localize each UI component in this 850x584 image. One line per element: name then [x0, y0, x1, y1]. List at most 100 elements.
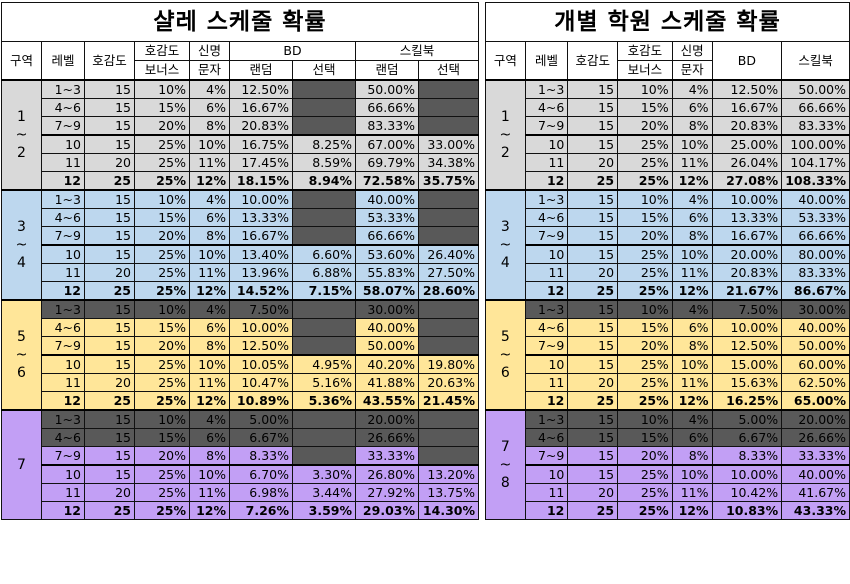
bd-select-cell — [292, 446, 356, 466]
affinity-cell: 15 — [567, 116, 619, 136]
msg-cell: 8% — [189, 336, 230, 356]
bonus-cell: 25% — [617, 464, 673, 484]
affinity-cell: 15 — [84, 354, 135, 374]
affinity-cell: 15 — [84, 208, 135, 227]
msg-cell: 8% — [189, 116, 230, 136]
header-skillbook: 스킬북 — [355, 41, 479, 61]
header-bd-select: 선택 — [292, 60, 356, 81]
msg-cell: 10% — [671, 244, 713, 264]
skill-select-cell: 13.20% — [418, 464, 479, 484]
bd-select-cell: 5.36% — [292, 391, 356, 411]
affinity-cell: 15 — [567, 428, 619, 447]
bd-random-cell: 13.40% — [229, 244, 293, 264]
affinity-cell: 15 — [567, 134, 619, 154]
table-row: 10 15 25% 10% 10.00% 40.00% — [486, 464, 850, 484]
bd-cell: 8.33% — [711, 446, 783, 466]
header-bonus-bottom: 보너스 — [134, 60, 190, 81]
bd-cell: 25.00% — [711, 134, 783, 154]
level-cell: 7~9 — [524, 446, 569, 466]
level-cell: 12 — [41, 501, 85, 520]
skill-cell: 80.00% — [781, 244, 850, 264]
skill-random-cell: 26.66% — [355, 428, 419, 447]
msg-cell: 6% — [671, 208, 713, 227]
affinity-cell: 15 — [567, 244, 619, 264]
msg-cell: 10% — [189, 244, 230, 264]
table-row: 12 25 25% 12% 18.15% 8.94% 72.58% 35.75% — [2, 171, 479, 191]
skill-random-cell: 27.92% — [355, 483, 419, 502]
bd-random-cell: 16.75% — [229, 134, 293, 154]
bonus-cell: 10% — [134, 299, 190, 319]
msg-cell: 8% — [671, 446, 713, 466]
affinity-cell: 15 — [84, 446, 135, 466]
bd-select-cell: 8.25% — [292, 134, 356, 154]
table-row: 3 ~ 4 1~3 15 10% 4% 10.00% 40.00% — [1, 189, 479, 301]
bd-cell: 10.00% — [711, 464, 783, 484]
bd-random-cell: 10.00% — [229, 189, 293, 209]
bd-cell: 6.67% — [711, 428, 783, 447]
bonus-cell: 10% — [134, 79, 190, 99]
msg-cell: 6% — [189, 208, 230, 227]
skill-random-cell: 40.00% — [355, 189, 419, 209]
bonus-cell: 20% — [617, 446, 673, 466]
bd-cell: 16.67% — [711, 226, 783, 246]
level-cell: 10 — [41, 464, 85, 484]
table-row: 7~9 15 20% 8% 12.50% 50.00% — [2, 336, 479, 356]
skill-select-cell: 13.75% — [418, 483, 479, 502]
bonus-cell: 10% — [617, 299, 673, 319]
header-zone: 구역 — [1, 41, 42, 81]
table-row: 1 ~ 2 1~3 15 10% 4% 12.50% 50.00% — [1, 79, 479, 191]
affinity-cell: 15 — [84, 464, 135, 484]
affinity-cell: 20 — [84, 153, 135, 172]
header-bonus-top: 호감도 — [134, 41, 190, 61]
bd-select-cell — [292, 208, 356, 227]
affinity-cell: 15 — [567, 446, 619, 466]
msg-cell: 11% — [671, 373, 713, 392]
affinity-cell: 15 — [84, 409, 135, 429]
affinity-cell: 25 — [84, 281, 135, 301]
level-cell: 12 — [41, 171, 85, 191]
skill-select-cell: 26.40% — [418, 244, 479, 264]
bd-select-cell — [292, 226, 356, 246]
msg-cell: 4% — [671, 189, 713, 209]
affinity-cell: 20 — [567, 373, 619, 392]
level-cell: 12 — [524, 281, 569, 301]
skill-select-cell: 34.38% — [418, 153, 479, 172]
table-row: 10 15 25% 10% 16.75% 8.25% 67.00% 33.00% — [2, 134, 479, 154]
table-row: 5 ~ 6 1~3 15 10% 4% 7.50% 30.00% — [1, 299, 479, 411]
skill-cell: 83.33% — [781, 263, 850, 282]
zone-label: 3 ~ 4 — [485, 189, 526, 301]
table-row: 11 20 25% 11% 15.63% 62.50% — [486, 373, 850, 392]
header-level: 레벨 — [524, 41, 569, 81]
bd-select-cell — [292, 79, 356, 99]
skill-select-cell — [418, 336, 479, 356]
level-cell: 4~6 — [41, 98, 85, 117]
header-bonus-top: 호감도 — [617, 41, 673, 61]
level-cell: 7~9 — [41, 446, 85, 466]
table-row: 11 20 25% 11% 17.45% 8.59% 69.79% 34.38% — [2, 153, 479, 172]
affinity-cell: 25 — [84, 391, 135, 411]
table-row: 4~6 15 15% 6% 6.67% 26.66% — [2, 428, 479, 447]
bonus-cell: 10% — [617, 189, 673, 209]
bd-select-cell — [292, 336, 356, 356]
table-row: 11 20 25% 11% 10.42% 41.67% — [486, 483, 850, 502]
level-cell: 11 — [524, 263, 569, 282]
bonus-cell: 15% — [617, 208, 673, 227]
skill-random-cell: 55.83% — [355, 263, 419, 282]
skill-cell: 40.00% — [781, 318, 850, 337]
bonus-cell: 25% — [134, 134, 190, 154]
affinity-cell: 15 — [567, 208, 619, 227]
level-cell: 11 — [41, 373, 85, 392]
skill-select-cell: 14.30% — [418, 501, 479, 520]
msg-cell: 6% — [189, 318, 230, 337]
table-row: 7 ~ 8 1~3 15 10% 4% 5.00% 20.00% — [485, 409, 850, 520]
level-cell: 12 — [524, 501, 569, 520]
skill-cell: 108.33% — [781, 171, 850, 191]
affinity-cell: 15 — [84, 189, 135, 209]
bd-random-cell: 10.89% — [229, 391, 293, 411]
bonus-cell: 20% — [617, 336, 673, 356]
level-cell: 4~6 — [41, 428, 85, 447]
bonus-cell: 25% — [134, 391, 190, 411]
bd-cell: 10.42% — [711, 483, 783, 502]
bd-select-cell: 3.44% — [292, 483, 356, 502]
